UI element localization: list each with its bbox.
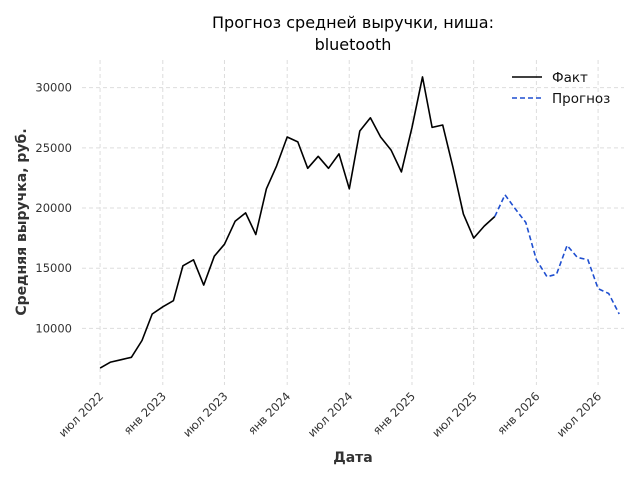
legend-label-fact: Факт <box>552 70 588 86</box>
x-tick-label: янв 2023 <box>121 389 169 437</box>
x-axis-ticks: июл 2022 янв 2023 июл 2023 янв 2024 июл 2024… <box>56 389 605 440</box>
x-tick-label: июл 2024 <box>305 389 356 440</box>
y-tick-label: 20000 <box>35 201 72 215</box>
series-line-fact <box>99 76 496 369</box>
series-layer <box>99 76 620 369</box>
x-tick-label: июл 2025 <box>429 389 480 440</box>
x-tick-label: июл 2022 <box>56 389 107 440</box>
y-tick-label: 25000 <box>35 141 72 155</box>
grid <box>82 60 624 385</box>
x-tick-label: июл 2026 <box>554 389 605 440</box>
y-tick-label: 30000 <box>35 81 72 95</box>
legend-label-forecast: Прогноз <box>552 91 610 107</box>
x-tick-label: июл 2023 <box>180 389 231 440</box>
legend: Факт Прогноз <box>512 70 610 107</box>
chart-title-line-2: bluetooth <box>315 35 392 54</box>
chart-title-line-1: Прогноз средней выручки, ниша: <box>212 13 494 32</box>
x-tick-label: янв 2025 <box>370 389 418 437</box>
x-tick-label: янв 2026 <box>494 389 542 437</box>
x-tick-label: янв 2024 <box>245 389 293 437</box>
series-line-forecast <box>494 194 620 315</box>
x-axis-label: Дата <box>333 450 372 466</box>
y-axis-label: Средняя выручка, руб. <box>14 128 30 315</box>
y-tick-label: 15000 <box>35 261 72 275</box>
y-tick-label: 10000 <box>35 321 72 335</box>
y-axis-ticks: 10000 15000 20000 25000 30000 <box>35 81 72 336</box>
